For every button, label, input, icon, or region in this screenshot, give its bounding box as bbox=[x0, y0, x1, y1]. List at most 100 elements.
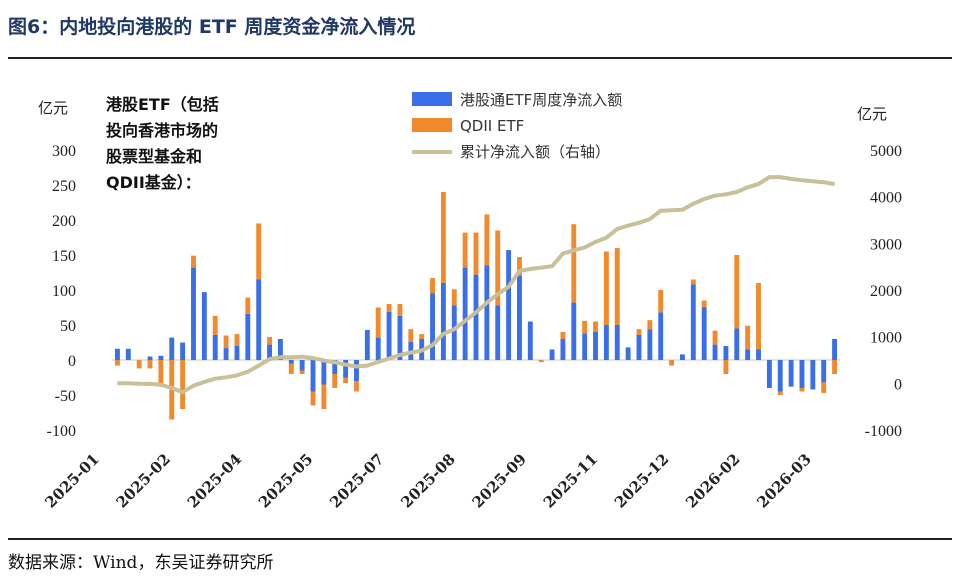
bar-hk-connect bbox=[451, 305, 457, 360]
annotation: 港股ETF（包括 投向香港市场的 股票型基金和 QDII基金）： bbox=[106, 95, 219, 192]
bar-qdii bbox=[462, 232, 468, 268]
bar-hk-connect bbox=[180, 342, 186, 360]
bar-hk-connect bbox=[364, 329, 370, 360]
bar-hk-connect bbox=[375, 337, 381, 360]
bar-qdii bbox=[690, 279, 696, 285]
bar-qdii bbox=[734, 255, 740, 329]
legend-label-hk-connect: 港股通ETF周度净流入额 bbox=[460, 91, 622, 109]
bar-hk-connect bbox=[723, 346, 729, 360]
annotation-line-2: 投向香港市场的 bbox=[106, 121, 218, 140]
bar-hk-connect bbox=[321, 360, 327, 385]
bar-qdii bbox=[267, 336, 272, 345]
left-tick-label: 0 bbox=[68, 353, 76, 370]
bar-hk-connect bbox=[484, 265, 490, 360]
bar-qdii bbox=[419, 334, 425, 339]
bar-hk-connect bbox=[647, 329, 653, 360]
axis-layer: -100 -50 0 50 100 150 200 250 300 -1000 0 1000 2000 3… bbox=[41, 143, 902, 512]
right-tick-label: 0 bbox=[894, 376, 902, 393]
left-tick-label: -50 bbox=[55, 388, 76, 405]
bar-hk-connect bbox=[832, 339, 838, 360]
bar-hk-connect bbox=[332, 360, 338, 374]
right-axis-unit: 亿元 bbox=[857, 105, 887, 123]
left-axis-unit: 亿元 bbox=[38, 99, 68, 117]
bar-hk-connect bbox=[495, 305, 501, 360]
right-tick-label: 2000 bbox=[870, 283, 902, 300]
right-tick-label: 5000 bbox=[870, 143, 902, 160]
bar-qdii bbox=[484, 214, 490, 266]
bar-hk-connect bbox=[299, 360, 305, 371]
bar-hk-connect bbox=[766, 360, 772, 388]
bar-hk-connect bbox=[256, 279, 262, 360]
annotation-line-4: QDII基金）： bbox=[106, 173, 201, 192]
figure-title: 图6：内地投向港股的 ETF 周度资金净流入情况 bbox=[8, 16, 416, 38]
left-tick-label: 300 bbox=[52, 143, 76, 160]
bar-qdii bbox=[256, 223, 262, 280]
bar-hk-connect bbox=[636, 334, 642, 360]
bar-qdii bbox=[136, 360, 142, 369]
x-tick-label: 2025-02 bbox=[113, 450, 174, 511]
bars-layer bbox=[114, 192, 838, 420]
left-tick-label: 200 bbox=[52, 213, 76, 230]
bar-qdii bbox=[158, 360, 164, 387]
bar-hk-connect bbox=[810, 360, 816, 390]
bar-hk-connect bbox=[343, 360, 349, 378]
bar-hk-connect bbox=[397, 315, 403, 360]
bar-hk-connect bbox=[603, 325, 609, 360]
bar-qdii bbox=[647, 320, 653, 330]
bar-qdii bbox=[636, 329, 642, 335]
legend-label-qdii: QDII ETF bbox=[460, 117, 524, 135]
bar-hk-connect bbox=[201, 292, 207, 360]
bar-hk-connect bbox=[473, 274, 479, 360]
x-tick-label: 2025-12 bbox=[611, 450, 672, 511]
bar-qdii bbox=[582, 320, 588, 334]
source-rule bbox=[8, 538, 952, 540]
bar-hk-connect bbox=[560, 339, 566, 360]
x-tick-label: 2025-01 bbox=[41, 450, 102, 511]
bar-qdii bbox=[212, 315, 218, 335]
bar-hk-connect bbox=[462, 267, 468, 360]
bar-hk-connect bbox=[310, 360, 316, 392]
source-note: 数据来源：Wind，东吴证券研究所 bbox=[8, 553, 274, 573]
bar-hk-connect bbox=[440, 283, 446, 360]
bar-qdii bbox=[593, 321, 598, 332]
bar-qdii bbox=[397, 304, 403, 316]
annotation-line-1: 港股ETF（包括 bbox=[106, 95, 219, 114]
bar-qdii bbox=[571, 224, 577, 303]
right-tick-label: -1000 bbox=[865, 423, 902, 440]
bar-qdii bbox=[538, 360, 544, 363]
x-tick-label: 2025-09 bbox=[469, 450, 530, 511]
bar-qdii bbox=[701, 300, 707, 308]
bar-qdii bbox=[310, 391, 316, 406]
bar-qdii bbox=[777, 391, 783, 395]
bar-qdii bbox=[299, 370, 305, 374]
bar-hk-connect bbox=[799, 360, 805, 388]
title-rule bbox=[8, 57, 952, 59]
bar-qdii bbox=[745, 325, 751, 350]
bar-qdii bbox=[332, 374, 338, 388]
bar-qdii bbox=[180, 360, 186, 409]
bar-hk-connect bbox=[147, 356, 153, 360]
bar-hk-connect bbox=[245, 313, 251, 360]
bar-hk-connect bbox=[788, 360, 794, 387]
bar-qdii bbox=[354, 381, 359, 392]
bar-qdii bbox=[560, 332, 566, 339]
bar-qdii bbox=[832, 360, 838, 374]
bar-qdii bbox=[234, 334, 240, 346]
bar-qdii bbox=[386, 304, 392, 312]
bar-qdii bbox=[440, 192, 446, 283]
bar-hk-connect bbox=[571, 302, 577, 360]
x-tick-label: 2025-11 bbox=[540, 450, 601, 511]
legend-swatch-hk-connect bbox=[412, 92, 452, 106]
bar-qdii bbox=[669, 360, 675, 366]
bar-qdii bbox=[712, 330, 718, 345]
x-tick-label: 2025-08 bbox=[397, 450, 458, 511]
bar-qdii bbox=[756, 283, 761, 350]
bar-qdii bbox=[321, 384, 327, 409]
bar-hk-connect bbox=[169, 337, 175, 360]
bar-hk-connect bbox=[506, 250, 512, 360]
bar-qdii bbox=[343, 377, 349, 384]
right-tick-label: 3000 bbox=[870, 236, 902, 253]
bar-qdii bbox=[799, 388, 805, 392]
bar-hk-connect bbox=[288, 360, 294, 364]
x-tick-label: 2025-05 bbox=[255, 450, 316, 511]
